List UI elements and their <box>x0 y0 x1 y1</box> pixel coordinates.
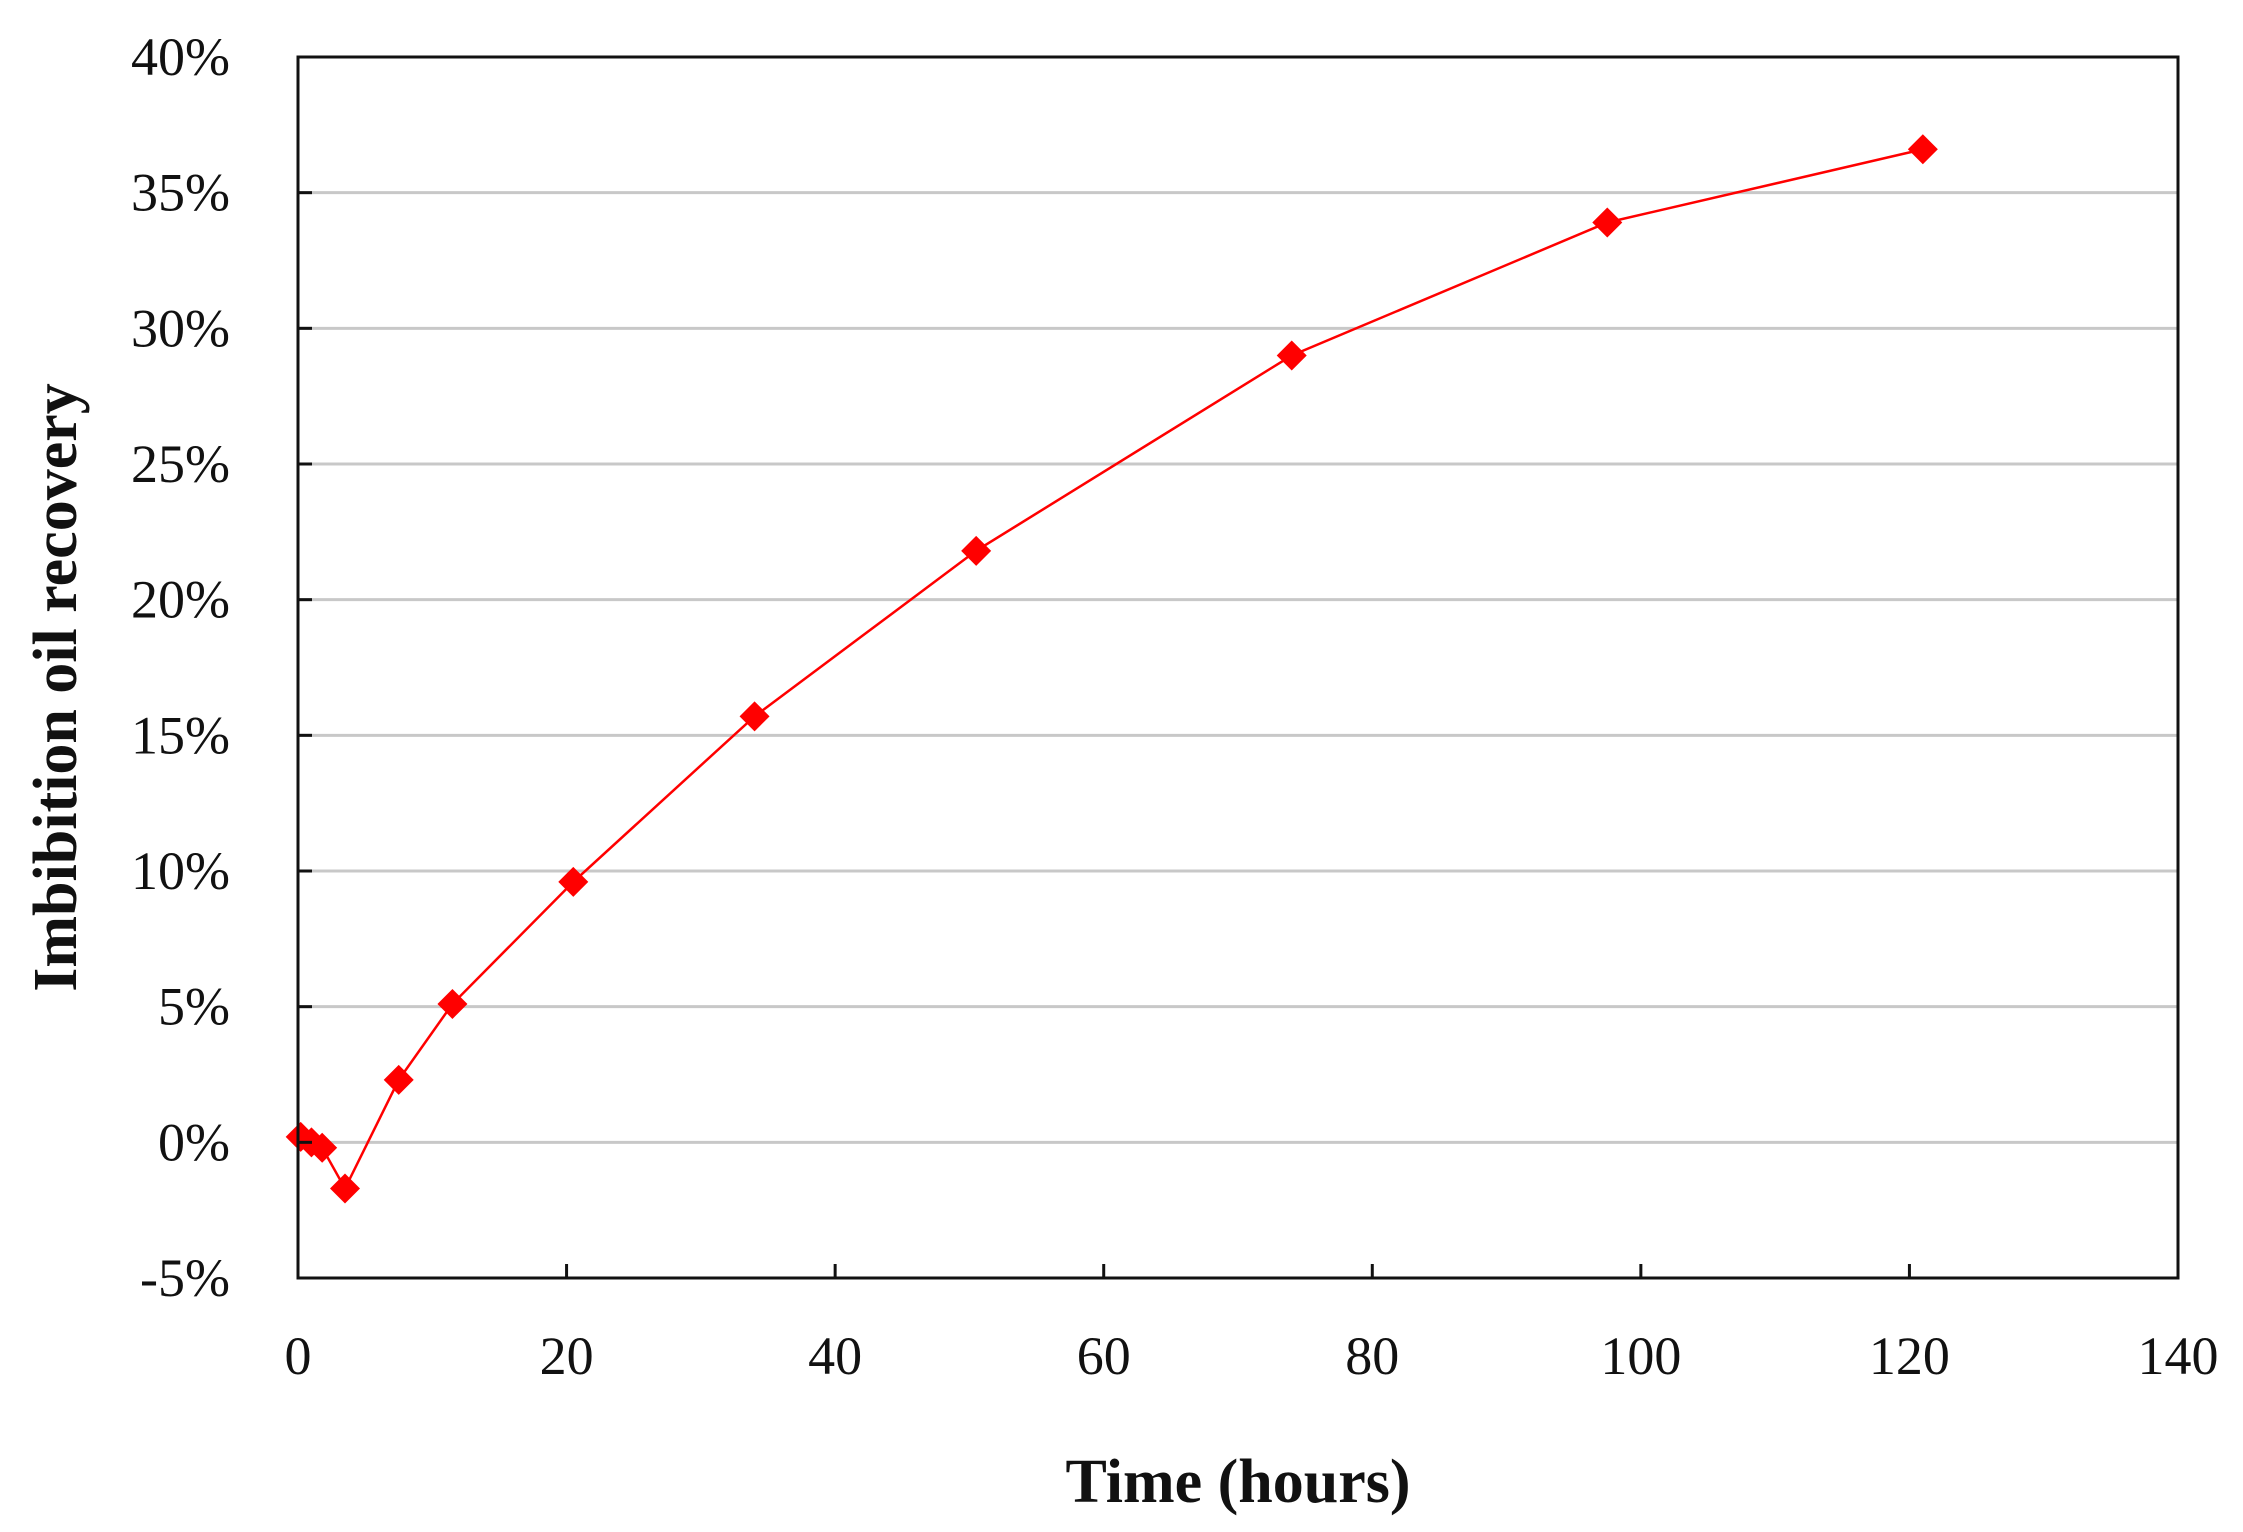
x-axis-title: Time (hours) <box>1065 1448 1410 1516</box>
y-tick-labels: -5% 0% 5% 10% 15% 20% 25% 30% 35% 40% <box>131 27 230 1308</box>
y-tick-label: 15% <box>131 705 230 765</box>
data-point <box>330 1173 360 1204</box>
y-tick-label: 20% <box>131 570 230 630</box>
y-tick-label: 30% <box>131 298 230 358</box>
y-tick-label: -5% <box>140 1248 230 1308</box>
x-tick-label: 100 <box>1600 1326 1681 1386</box>
grid-lines <box>298 191 2178 1144</box>
y-tick-label: 10% <box>131 841 230 901</box>
y-tick-label: 0% <box>158 1112 230 1172</box>
x-tick-label: 60 <box>1077 1326 1131 1386</box>
series-layer <box>285 134 1938 1204</box>
data-point <box>307 1132 338 1163</box>
data-point <box>1907 134 1938 165</box>
y-axis-title: Imbibition oil recovery <box>22 383 90 991</box>
tick-marks <box>296 55 2180 1280</box>
x-tick-label: 20 <box>540 1326 594 1386</box>
x-tick-label: 140 <box>2138 1326 2219 1386</box>
y-tick-label: 40% <box>131 27 230 87</box>
y-tick-label: 5% <box>158 977 230 1037</box>
data-point <box>1276 340 1307 371</box>
data-point <box>739 701 770 732</box>
data-point <box>1592 207 1623 238</box>
x-tick-label: 40 <box>808 1326 862 1386</box>
data-point <box>437 988 468 1019</box>
data-point <box>558 866 589 897</box>
data-point <box>383 1064 414 1095</box>
plot-frame <box>296 55 2180 1280</box>
x-tick-label: 0 <box>285 1326 312 1386</box>
series-line <box>300 148 1924 1192</box>
x-tick-label: 80 <box>1345 1326 1399 1386</box>
y-tick-label: 35% <box>131 163 230 223</box>
x-tick-labels: 0 20 40 60 80 100 120 140 <box>285 1326 2219 1386</box>
y-tick-label: 25% <box>131 434 230 494</box>
data-point <box>961 535 992 566</box>
x-tick-label: 120 <box>1869 1326 1950 1386</box>
